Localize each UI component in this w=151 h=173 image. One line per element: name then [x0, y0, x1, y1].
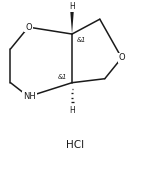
Polygon shape	[70, 8, 74, 34]
Text: NH: NH	[23, 92, 36, 101]
Text: H: H	[69, 2, 75, 11]
Text: &1: &1	[77, 37, 86, 43]
Text: H: H	[69, 106, 75, 115]
Text: HCl: HCl	[66, 140, 84, 150]
Text: &1: &1	[58, 74, 67, 80]
Text: O: O	[25, 23, 32, 32]
Text: O: O	[118, 53, 125, 62]
